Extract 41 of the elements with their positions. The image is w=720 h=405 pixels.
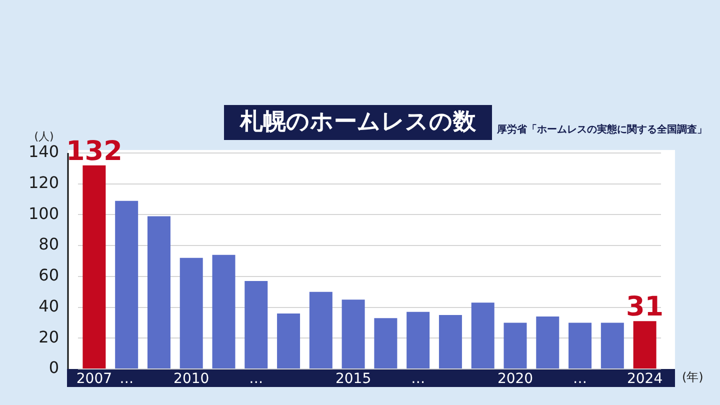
y-tick-label: 80 <box>38 234 59 254</box>
bar <box>342 300 365 368</box>
x-tick-label: … <box>120 371 134 388</box>
data-label: 132 <box>66 136 122 167</box>
x-tick-label: 2020 <box>497 371 534 388</box>
chart-title: 札幌のホームレスの数 <box>239 108 477 135</box>
text: 厚労省「ホームレスの実態に関する全国調査」 <box>496 124 707 136</box>
bar <box>277 313 300 368</box>
bar <box>147 216 170 368</box>
x-tick-label: 2024 <box>626 371 663 388</box>
bar <box>244 281 268 368</box>
x-tick-label: … <box>249 371 264 388</box>
bar <box>536 316 560 368</box>
x-tick-label: 2015 <box>335 371 372 388</box>
y-tick-label: 40 <box>38 296 59 316</box>
bar <box>471 302 494 368</box>
x-tick-label: 2007 <box>76 371 112 388</box>
bar <box>82 165 106 368</box>
y-axis-title: (人) <box>34 130 54 143</box>
x-tick-label: … <box>411 371 426 388</box>
bar <box>600 322 624 368</box>
bar <box>438 315 462 368</box>
y-tick-label: 60 <box>38 266 59 285</box>
data-label: 31 <box>626 292 664 323</box>
bar <box>633 321 656 368</box>
bar <box>374 318 398 368</box>
x-tick-label: 2010 <box>174 371 210 388</box>
y-tick-label: 0 <box>48 358 59 378</box>
y-tick-label: 20 <box>38 327 59 346</box>
x-axis-title: (年) <box>682 370 704 384</box>
bar <box>309 292 332 368</box>
y-tick-label: 120 <box>28 173 59 192</box>
x-tick-label: … <box>573 371 588 388</box>
bar <box>406 312 430 368</box>
bar <box>115 200 138 368</box>
bar <box>568 322 592 368</box>
y-tick-label: 100 <box>28 204 59 223</box>
bar <box>212 254 236 368</box>
y-tick-label: 140 <box>28 142 59 162</box>
bar <box>180 258 203 368</box>
bar <box>504 322 527 368</box>
